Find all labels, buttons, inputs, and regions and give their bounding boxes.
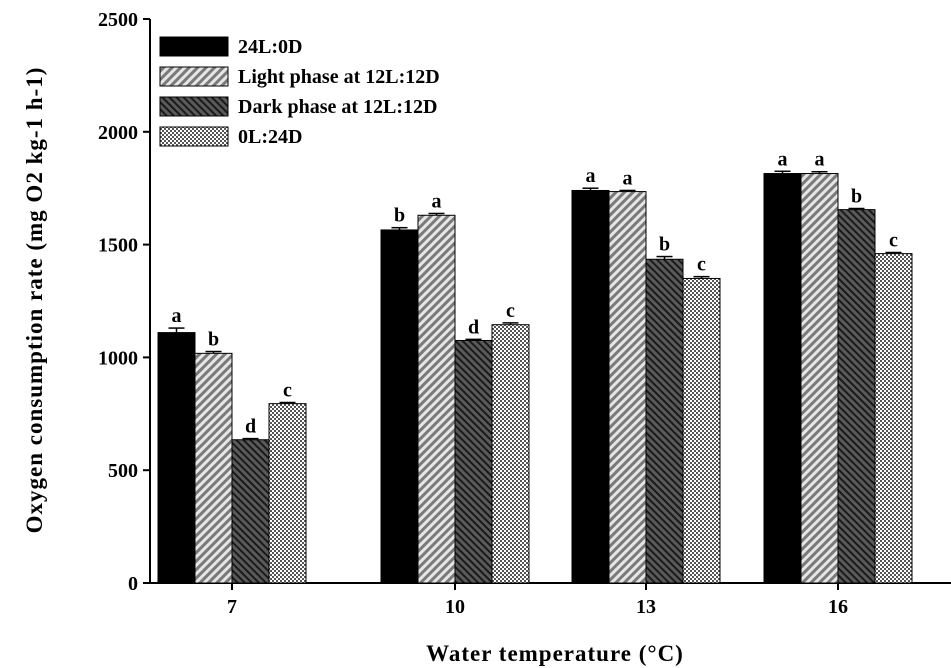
x-tick-label: 16	[828, 596, 848, 618]
bar	[194, 352, 233, 584]
significance-label: d	[468, 316, 479, 338]
significance-label: b	[851, 186, 862, 208]
legend-label: Light phase at 12L:12D	[238, 66, 440, 88]
bar	[157, 332, 196, 584]
significance-label: a	[586, 165, 596, 187]
significance-label: c	[283, 380, 292, 402]
x-axis-ticks: 7 10 13 16	[227, 583, 848, 618]
bar	[380, 229, 419, 584]
bar	[837, 209, 876, 584]
y-tick-label: 2500	[98, 9, 138, 31]
x-tick-label: 10	[445, 596, 465, 618]
significance-label: c	[506, 300, 515, 322]
legend-label: 0L:24D	[238, 126, 302, 148]
y-axis-ticks: 0 500 1000 1500 2000 2500	[98, 9, 150, 595]
significance-label: a	[623, 167, 633, 189]
y-tick-label: 0	[128, 573, 138, 595]
legend-swatch	[159, 66, 229, 87]
significance-label: c	[889, 229, 898, 251]
bar	[763, 173, 802, 584]
bar	[645, 258, 684, 584]
x-axis-title: Water temperature (°C)	[426, 641, 684, 666]
legend-swatch	[159, 126, 229, 147]
legend-swatch	[159, 36, 229, 57]
y-axis-title: Oxygen consumption rate (mg O2 kg-1 h-1)	[22, 67, 47, 534]
significance-label: a	[432, 190, 442, 212]
bar	[608, 191, 647, 584]
significance-label: a	[172, 305, 182, 327]
significance-label: b	[394, 205, 405, 227]
bar	[800, 173, 839, 584]
legend: 24L:0D Light phase at 12L:12D Dark phase a…	[159, 36, 440, 148]
significance-label: b	[208, 329, 219, 351]
y-tick-label: 500	[108, 460, 138, 482]
bar	[571, 189, 610, 584]
legend-label: 24L:0D	[238, 36, 302, 58]
bar	[682, 277, 721, 584]
significance-label: d	[245, 416, 256, 438]
significance-label: a	[815, 149, 825, 171]
legend-swatch	[159, 96, 229, 117]
y-tick-label: 2000	[98, 122, 138, 144]
x-tick-label: 7	[227, 596, 237, 618]
x-tick-label: 13	[636, 596, 656, 618]
y-tick-label: 1000	[98, 347, 138, 369]
bar	[417, 214, 456, 584]
significance-label: c	[697, 254, 706, 276]
y-tick-label: 1500	[98, 235, 138, 257]
bar	[491, 324, 530, 584]
bar	[268, 403, 307, 584]
bar	[454, 339, 493, 584]
significance-label: a	[778, 148, 788, 170]
plot-area: 0 500 1000 1500 2000 2500 7 10 13 16 a b a a b a a a d d b…	[98, 9, 951, 618]
significance-label: b	[659, 234, 670, 256]
legend-label: Dark phase at 12L:12D	[238, 96, 437, 118]
bar	[231, 439, 270, 584]
bars: a b a a b a a a d d b b c c c c	[157, 148, 913, 584]
bar	[874, 253, 913, 584]
